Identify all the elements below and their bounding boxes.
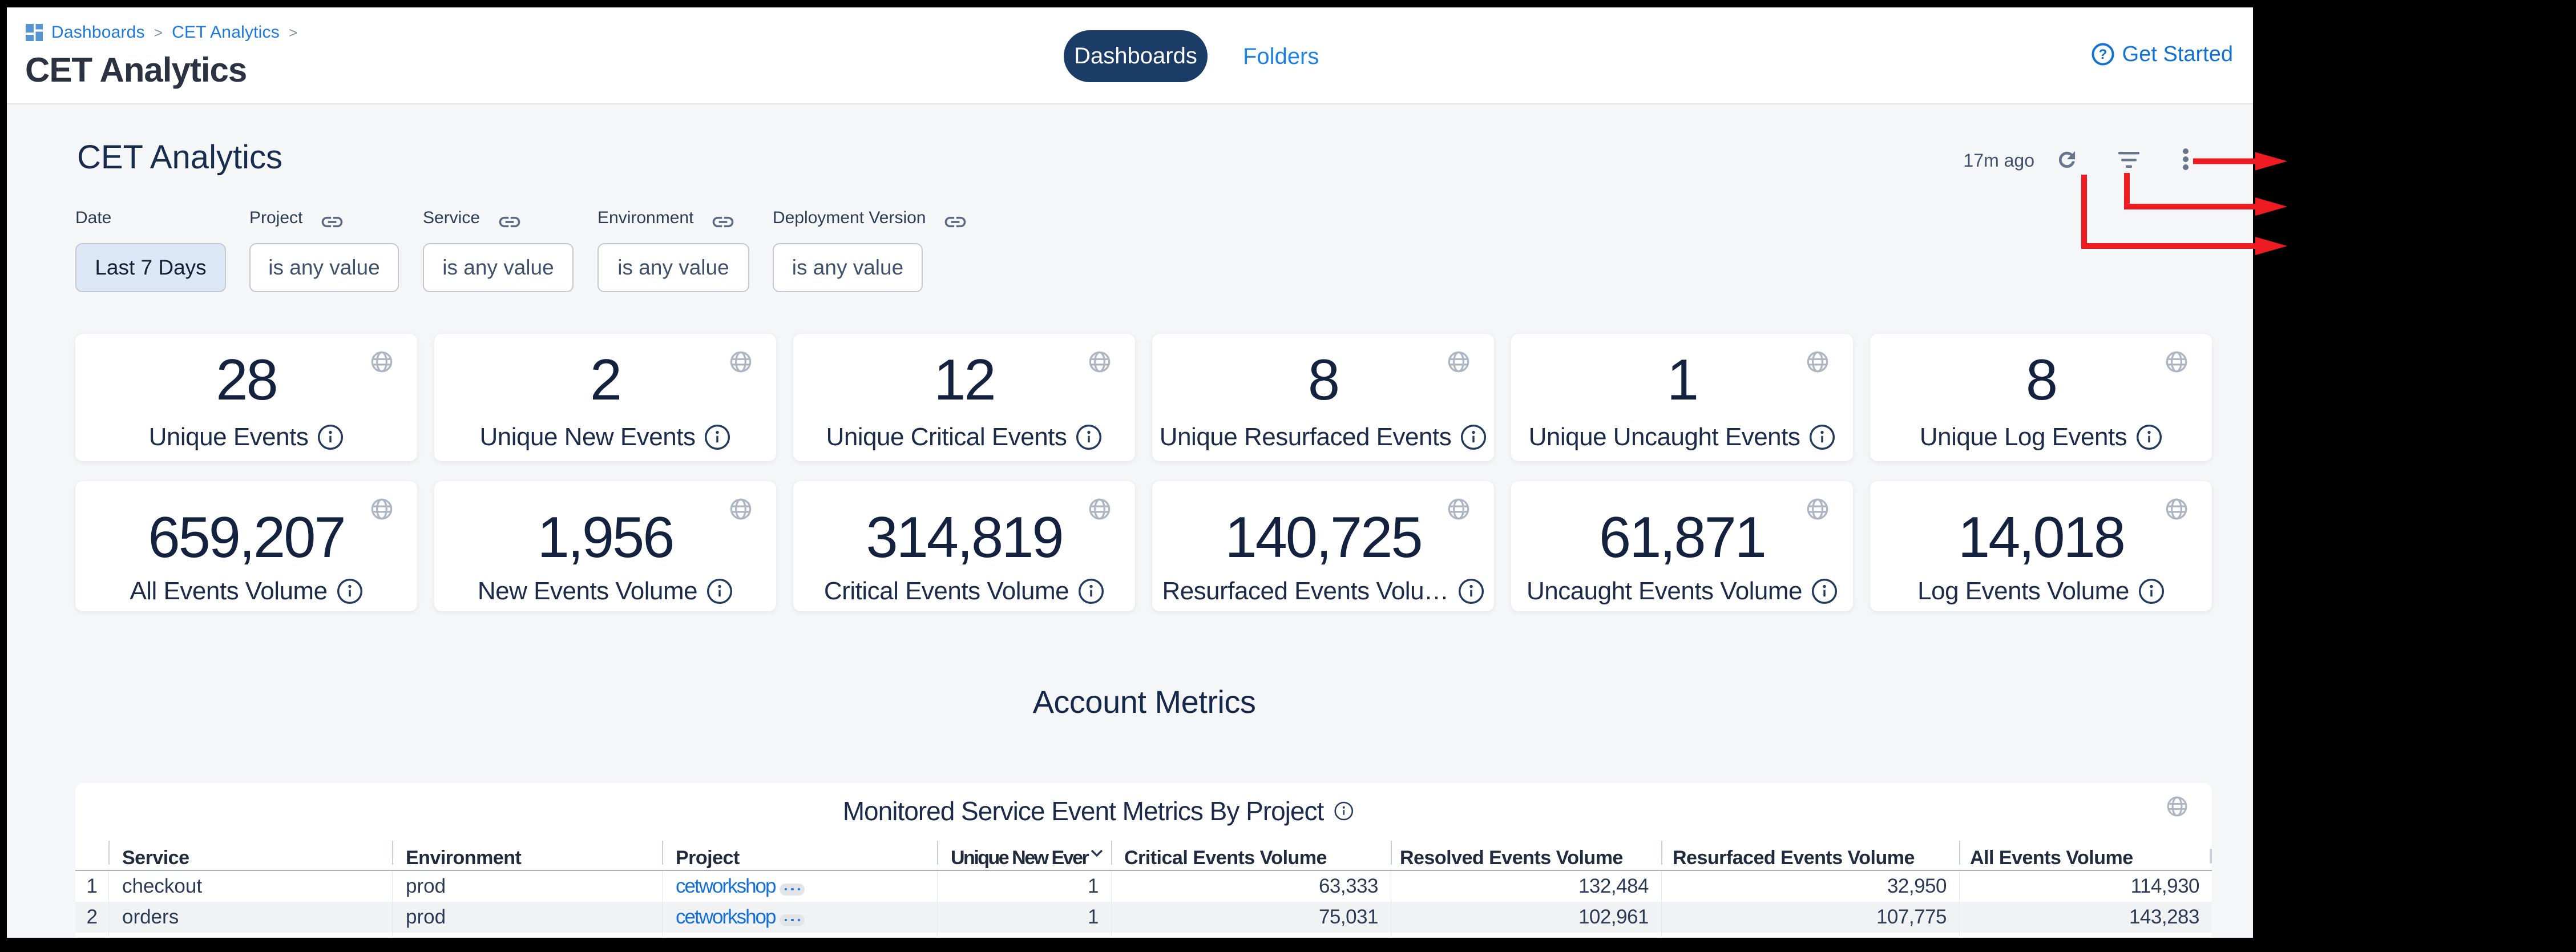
- svg-text:?: ?: [2098, 47, 2107, 62]
